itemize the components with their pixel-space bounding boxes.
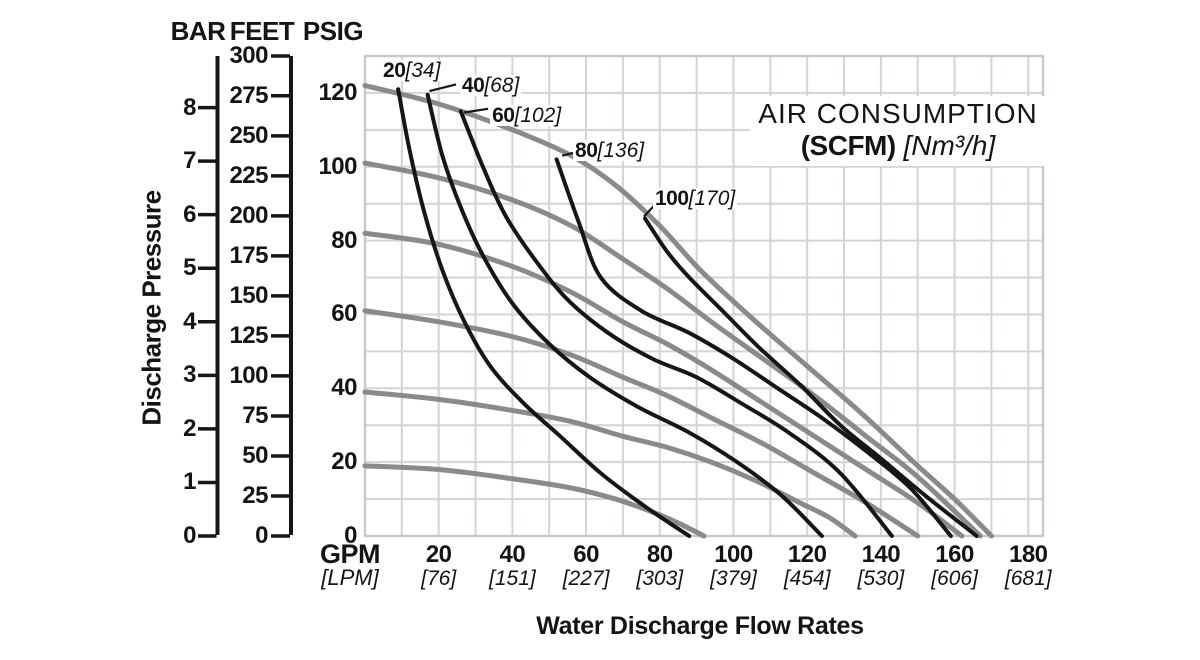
x-tick-lpm-label: [151] — [489, 567, 536, 590]
bar-tick-label: 1 — [183, 468, 196, 496]
performance-curve-100psig — [362, 160, 983, 539]
air-consumption-curve-20scfm — [396, 87, 692, 538]
x-tick-gpm-label: 100 — [714, 541, 753, 568]
air-curve-label-nm3h-value: [34] — [405, 59, 441, 82]
x-tick-gpm-label: 160 — [935, 541, 974, 568]
air-curve-label-scfm-value: 60 — [492, 104, 515, 128]
leader-line-100scfm — [643, 205, 655, 218]
x-tick-lpm-label: [454] — [783, 567, 831, 590]
air-consumption-title: AIR CONSUMPTION (SCFM) [Nm³/h] — [750, 96, 1046, 166]
bar-tick-label: 8 — [183, 93, 196, 121]
x-tick-lpm-label: [303] — [636, 567, 684, 590]
performance-curve-80psig — [362, 230, 965, 539]
psig-scale-header: PSIG — [302, 16, 364, 46]
feet-tick-label: 275 — [229, 81, 268, 109]
psig-tick-label: 0 — [344, 522, 357, 549]
x-tick-lpm-label: [227] — [562, 567, 610, 590]
feet-tick-label: 50 — [242, 441, 268, 469]
psig-tick-label: 20 — [331, 448, 357, 476]
performance-curve-20psig — [362, 463, 707, 539]
air-consumption-curve-100scfm — [643, 216, 979, 538]
bar-scale-header: BAR — [170, 16, 226, 46]
psig-tick-label: 40 — [331, 374, 357, 402]
feet-tick-label: 75 — [242, 401, 268, 429]
psig-tick-label: 120 — [318, 78, 357, 106]
x-tick-gpm-label: 140 — [861, 541, 901, 568]
feet-tick-label: 0 — [255, 522, 268, 549]
air-curve-label-scfm-value: 40 — [461, 74, 485, 98]
leader-line-40scfm — [429, 83, 457, 93]
feet-tick-label: 150 — [229, 281, 268, 309]
air-curve-label-nm3h-value: [170] — [688, 187, 736, 211]
psig-tick-label: 80 — [331, 226, 357, 254]
performance-curve-40psig — [362, 389, 858, 539]
performance-curve-120psig — [362, 83, 994, 539]
x-tick-gpm-label: 60 — [573, 541, 599, 568]
x-tick-lpm-label: [681] — [1004, 567, 1052, 590]
air-curve-label-nm3h-value: [136] — [597, 139, 645, 163]
psig-tick-label: 60 — [331, 300, 357, 328]
x-tick-gpm-label: 120 — [787, 541, 827, 568]
air-curve-label-100scfm: 100[170] — [652, 187, 738, 211]
x-tick-lpm-label: [606] — [931, 567, 978, 590]
x-tick-lpm-label: [379] — [710, 567, 757, 590]
air-curve-label-40scfm: 40[68] — [459, 74, 522, 98]
air-curve-label-scfm-value: 80 — [575, 139, 598, 163]
feet-tick-label: 125 — [229, 321, 268, 349]
x-axis-unit-gpm: GPM — [319, 539, 381, 569]
leader-line-60scfm — [463, 107, 489, 114]
air-consumption-title-line2: (SCFM) [Nm³/h] — [750, 130, 1046, 162]
air-curve-label-nm3h-value: [102] — [514, 104, 562, 128]
feet-tick-label: 25 — [242, 481, 268, 509]
air-curve-label-scfm-value: 100 — [654, 187, 689, 211]
x-tick-gpm-label: 20 — [425, 541, 452, 568]
air-consumption-unit-nm3h: [Nm³/h] — [903, 130, 996, 161]
x-tick-gpm-label: 80 — [646, 541, 673, 568]
feet-tick-label: 200 — [229, 201, 268, 229]
feet-tick-label: 250 — [229, 121, 268, 149]
feet-tick-label: 100 — [229, 361, 268, 389]
feet-tick-label: 175 — [229, 241, 268, 269]
x-axis-unit-lpm: [LPM] — [321, 565, 379, 590]
bar-tick-label: 5 — [183, 254, 196, 282]
bar-tick-label: 2 — [183, 414, 196, 442]
bar-tick-label: 3 — [183, 361, 196, 389]
bar-tick-label: 0 — [183, 522, 196, 549]
x-tick-gpm-label: 40 — [499, 541, 526, 568]
feet-tick-label: 225 — [229, 161, 268, 189]
x-tick-lpm-label: [76] — [421, 567, 457, 590]
x-tick-gpm-label: 180 — [1008, 541, 1048, 568]
air-consumption-curve-40scfm — [425, 92, 824, 538]
air-curve-label-20scfm: 20[34] — [381, 59, 443, 82]
air-consumption-curve-80scfm — [554, 157, 953, 538]
bar-tick-label: 6 — [183, 200, 196, 228]
x-axis-title: Water Discharge Flow Rates — [536, 612, 864, 640]
x-tick-lpm-label: [530] — [857, 567, 905, 590]
performance-curve-60psig — [362, 308, 921, 539]
psig-tick-label: 100 — [318, 152, 357, 180]
bar-tick-label: 4 — [183, 307, 196, 335]
bar-tick-label: 7 — [183, 147, 196, 175]
air-consumption-curve-60scfm — [458, 109, 894, 538]
air-curve-label-80scfm: 80[136] — [573, 139, 647, 163]
air-curve-label-scfm-value: 20 — [383, 59, 406, 82]
air-consumption-title-line1: AIR CONSUMPTION — [758, 98, 1038, 129]
feet-scale-header: FEET — [229, 16, 295, 46]
air-curve-label-60scfm: 60[102] — [490, 104, 564, 128]
air-consumption-unit-scfm: (SCFM) — [800, 130, 896, 161]
air-curve-label-nm3h-value: [68] — [484, 74, 520, 98]
feet-tick-label: 300 — [229, 42, 268, 69]
